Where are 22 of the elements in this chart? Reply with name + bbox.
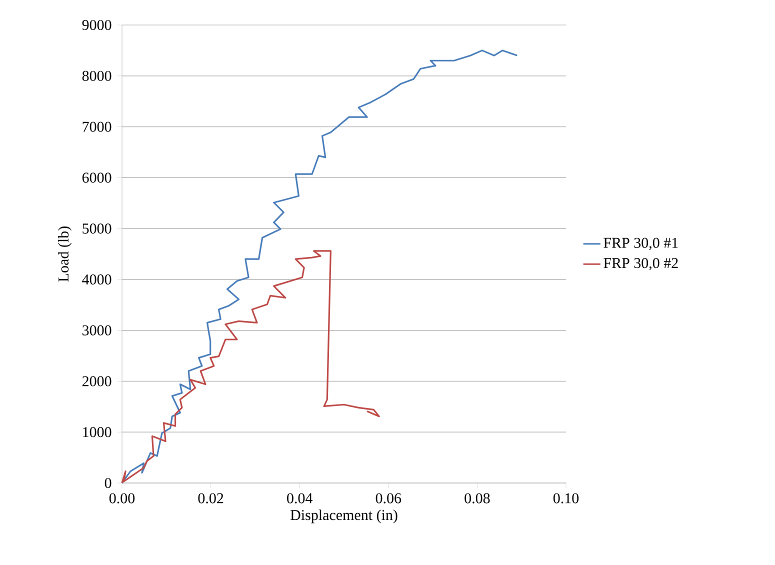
y-axis-title: Load (lb) [58,226,72,282]
y-tick-label: 6000 [82,172,112,183]
y-tick-label: 1000 [83,427,112,438]
x-tick-label: 0.04 [287,493,312,504]
x-tick-label: 0.00 [109,493,135,504]
x-axis-title: Displacement (in) [290,510,398,524]
x-tick-label: 0.06 [376,493,402,504]
x-tick-label: 0.08 [464,493,490,504]
y-tick-label: 5000 [82,223,112,234]
y-tick-label: 4000 [82,274,112,284]
legend-label: FRP 30,0 #2 [604,258,678,270]
x-tick-label: 0.10 [553,493,579,504]
legend-label: FRP 30,0 #1 [604,238,678,250]
y-tick-label: 0 [104,478,112,488]
line-series [121,250,380,484]
line-series [121,50,518,484]
y-tick-label: 3000 [82,325,112,336]
y-tick-label: 7000 [82,122,112,132]
y-tick-label: 2000 [82,376,112,386]
x-tick-label: 0.02 [198,493,224,504]
y-tick-label: 8000 [82,70,112,81]
y-tick-label: 9000 [82,20,112,30]
